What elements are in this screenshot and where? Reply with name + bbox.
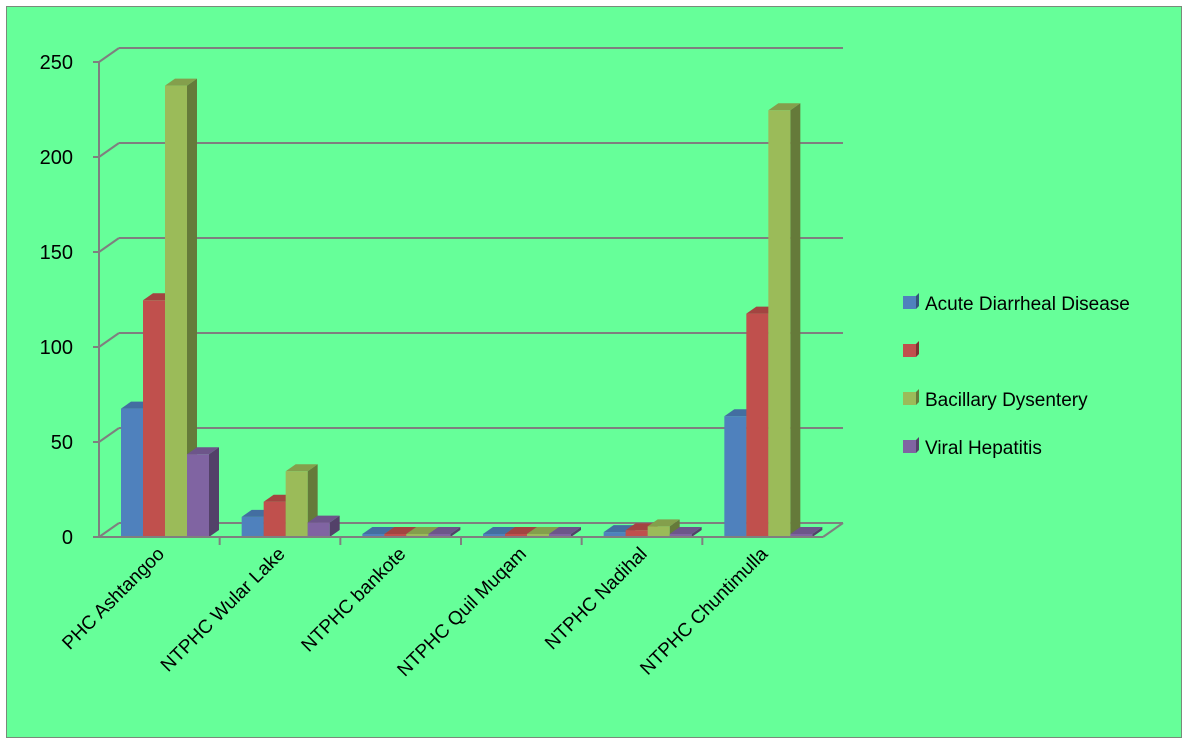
bar [187,454,209,537]
y-tick-label: 50 [51,432,73,454]
legend-swatch-side [916,437,919,453]
legend-label: Viral Hepatitis [925,438,1042,459]
legend: Acute Diarrheal Disease Bacillary Dysente… [903,293,1130,459]
bar [505,534,527,537]
bar-side [329,515,340,537]
x-tick-label: NTPHC Chuntimulla [636,543,772,679]
bar [746,313,769,537]
x-tick-label: NTPHC bankote [298,544,411,657]
bar [307,522,330,537]
gridline-diagonal [98,142,120,158]
legend-swatch [903,344,916,357]
bar [241,516,264,537]
legend-swatch [903,392,916,405]
bar [285,471,308,537]
x-tick-label: NTPHC Quil Muqam [394,544,531,681]
legend-swatch-side [916,341,919,357]
bar [121,408,143,537]
bar-side [691,527,702,537]
bar-top [505,527,537,534]
gridline-diagonal [98,427,120,443]
y-tick-label: 100 [40,337,73,359]
bar [428,534,451,537]
bar-top [187,447,219,455]
gridline-diagonal [98,237,120,253]
bar-top [362,527,395,534]
y-tick-label: 150 [40,242,73,264]
gridline-diagonal [98,47,120,63]
legend-swatch [903,440,916,453]
y-tick-label: 200 [40,147,73,169]
y-tick-label: 250 [40,52,73,74]
bar [724,416,747,537]
bar [165,85,187,537]
bar [669,534,692,537]
bar [603,532,626,537]
bar-side [450,527,461,537]
legend-swatch [903,296,916,309]
bar-top [527,527,559,534]
gridline-diagonal [98,332,120,348]
bar-side [187,78,197,537]
bar [790,534,813,537]
bars [121,78,823,538]
bar-top [647,519,680,527]
bar-top [165,78,197,86]
gridline-diagonal [98,522,120,538]
bar [527,534,549,537]
legend-label: Acute Diarrheal Disease [925,294,1130,315]
bar-top [307,515,340,523]
bar-side [812,527,823,537]
x-tick-label: PHC Ashtangoo [58,544,168,654]
chart-area [6,6,1182,738]
bar [263,501,286,537]
legend-swatch-side [916,293,919,309]
bar-top [406,527,439,534]
bar-side [790,103,801,538]
bar-top [384,527,417,534]
x-tick-label: NTPHC Wular Lake [157,544,290,677]
bar-side [571,527,581,537]
bar-top [790,527,823,534]
floor-edge [822,522,844,538]
bar [549,534,571,537]
bar-side [209,447,219,537]
bar-top [285,464,318,472]
gridlines [98,47,844,538]
bar [483,534,505,537]
bar-top [549,527,581,534]
bar [143,300,165,537]
bar [362,534,385,537]
bar [625,530,648,537]
bar [406,534,429,537]
y-tick-label: 0 [62,527,73,549]
bar [384,534,407,537]
bar [768,110,791,538]
legend-swatch-side [916,389,919,405]
bar-top [768,103,801,111]
bar-top [483,527,515,534]
bar-top [428,527,461,534]
legend-label: Bacillary Dysentery [925,390,1088,411]
bar-top [669,527,702,534]
x-tick-label: NTPHC Nadihal [541,544,651,654]
bar [647,526,670,537]
